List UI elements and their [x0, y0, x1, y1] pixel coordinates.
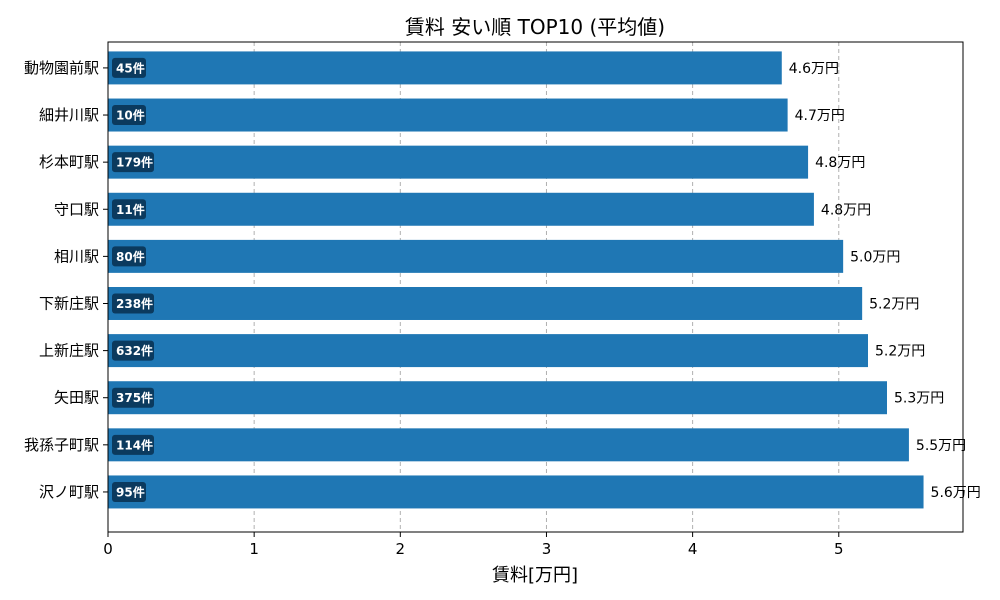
x-tick-label: 4 [688, 540, 698, 558]
bars: 45件 4.6万円 10件 4.7万円 179件 4.8万円 11件 4.8万円 80件 5.0万… [108, 51, 981, 509]
value-label: 5.2万円 [875, 344, 925, 360]
x-axis-label: 賃料[万円] [492, 565, 578, 586]
count-badge [112, 105, 146, 126]
bar [108, 98, 788, 132]
count-badge [112, 246, 146, 267]
count-badge [112, 199, 146, 220]
value-label: 5.3万円 [894, 391, 944, 407]
bar [108, 428, 909, 462]
category-label: 動物園前駅 [24, 59, 99, 77]
bar [108, 381, 887, 415]
count-label: 80件 [116, 249, 145, 264]
category-label: 細井川駅 [39, 106, 99, 124]
value-label: 5.6万円 [931, 485, 981, 501]
category-label: 杉本町駅 [39, 153, 99, 171]
count-badge [112, 340, 154, 361]
count-badge [112, 387, 154, 408]
value-label: 5.5万円 [916, 438, 966, 454]
value-label: 4.7万円 [795, 108, 845, 124]
bar [108, 334, 868, 368]
x-tick-label: 3 [542, 540, 552, 558]
count-label: 238件 [116, 296, 153, 311]
category-label: 我孫子町駅 [24, 436, 99, 454]
count-label: 45件 [116, 60, 145, 75]
x-tick-label: 1 [249, 540, 259, 558]
count-label: 114件 [116, 437, 153, 452]
count-label: 179件 [116, 155, 153, 170]
category-label: 沢ノ町駅 [39, 483, 99, 501]
x-tick-label: 5 [834, 540, 844, 558]
count-label: 11件 [116, 202, 145, 217]
bar [108, 287, 863, 320]
bar [108, 145, 809, 179]
bar [108, 239, 844, 273]
category-label: 守口駅 [54, 200, 99, 218]
count-badge [112, 57, 146, 78]
value-label: 4.8万円 [821, 202, 871, 218]
x-tick-label: 0 [103, 540, 113, 558]
category-label: 矢田駅 [54, 389, 99, 407]
count-label: 10件 [116, 108, 145, 123]
bar [108, 475, 924, 509]
plot-frame [107, 41, 964, 533]
x-axis-ticks: 0 1 2 3 4 5 [103, 532, 844, 558]
count-badge [112, 481, 146, 502]
category-label: 相川駅 [54, 247, 99, 265]
count-badge [112, 434, 154, 455]
count-label: 632件 [116, 343, 153, 358]
count-badge [112, 152, 154, 173]
value-label: 5.0万円 [850, 249, 900, 265]
value-label: 4.8万円 [815, 155, 865, 171]
count-label: 95件 [116, 484, 145, 499]
x-tick-label: 2 [396, 540, 406, 558]
value-label: 5.2万円 [869, 296, 919, 312]
chart-title: 賃料 安い順 TOP10 (平均値) [405, 15, 665, 39]
bar [108, 192, 814, 226]
category-label: 上新庄駅 [39, 342, 99, 360]
bar [108, 51, 782, 85]
value-label: 4.6万円 [789, 61, 839, 77]
category-label: 下新庄駅 [39, 294, 99, 312]
count-label: 375件 [116, 390, 153, 405]
count-badge [112, 293, 154, 314]
